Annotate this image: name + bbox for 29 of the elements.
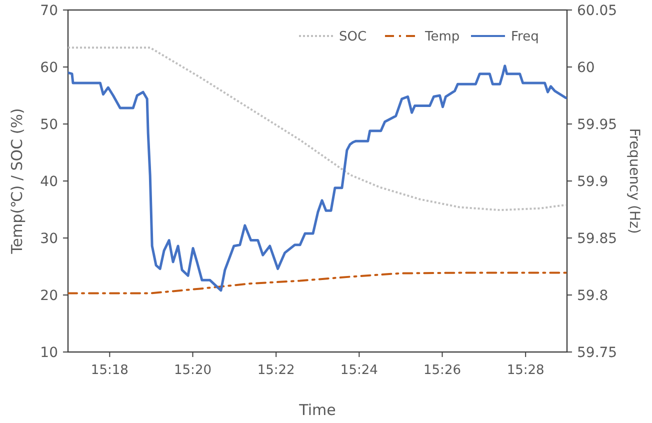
line-series bbox=[68, 272, 567, 294]
y2-tick-label: 59.85 bbox=[577, 230, 618, 247]
x-tick-label: 15:26 bbox=[424, 363, 461, 378]
y-tick-label: 40 bbox=[40, 174, 58, 190]
x-tick-label: 15:28 bbox=[506, 363, 544, 378]
y2-tick-label: 59.75 bbox=[577, 344, 618, 361]
x-tick-label: 15:20 bbox=[174, 363, 212, 378]
y-tick-label: 20 bbox=[40, 288, 58, 304]
y2-tick-label: 60 bbox=[577, 60, 595, 76]
y2-tick-label: 60.05 bbox=[577, 2, 618, 19]
x-tick-label: 15:18 bbox=[90, 363, 128, 378]
legend-label: Freq bbox=[511, 30, 539, 45]
y-tick-label: 60 bbox=[40, 60, 58, 76]
y2-tick-label: 59.8 bbox=[577, 288, 608, 304]
y-axis-title: Temp(℃) / SOC (%) bbox=[8, 108, 26, 255]
y2-tick-label: 59.9 bbox=[577, 174, 608, 190]
y-tick-label: 10 bbox=[40, 344, 58, 361]
y-tick-label: 50 bbox=[40, 116, 58, 133]
y-tick-label: 70 bbox=[40, 2, 58, 19]
line-series bbox=[68, 64, 567, 292]
legend-label: Temp bbox=[424, 30, 460, 45]
x-tick-label: 15:22 bbox=[257, 363, 295, 378]
line-series bbox=[68, 46, 567, 212]
y2-axis-title: Frequency (Hz) bbox=[626, 128, 642, 234]
y-tick-label: 30 bbox=[40, 230, 58, 247]
x-axis-title: Time bbox=[298, 401, 336, 419]
y2-tick-label: 59.95 bbox=[577, 116, 618, 133]
x-tick-label: 15:24 bbox=[340, 363, 378, 378]
legend-label: SOC bbox=[339, 30, 367, 45]
